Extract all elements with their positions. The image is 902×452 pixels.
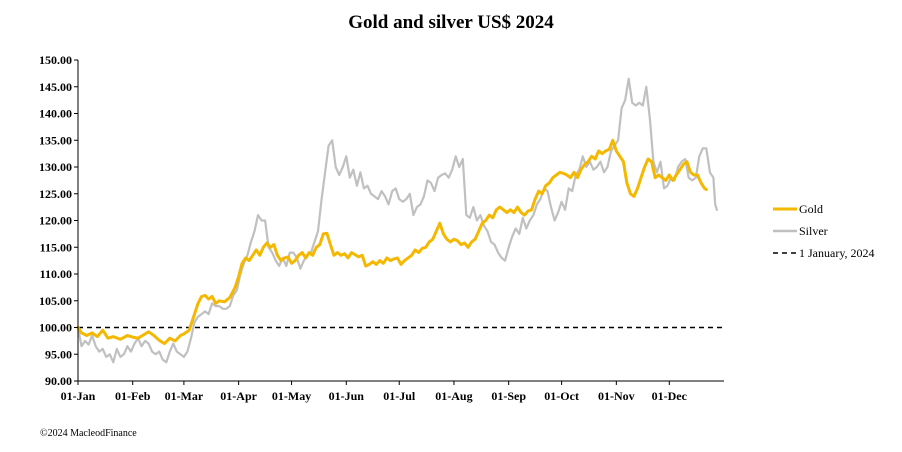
- y-tick-label: 145.00: [39, 80, 72, 94]
- y-tick-label: 90.00: [45, 374, 72, 388]
- y-tick-label: 140.00: [39, 107, 72, 121]
- y-tick-label: 105.00: [39, 294, 72, 308]
- copyright-text: ©2024 MacleodFinance: [40, 428, 137, 439]
- y-tick-label: 120.00: [39, 214, 72, 228]
- y-tick-label: 100.00: [39, 321, 72, 335]
- series-line-gold: [76, 138, 708, 346]
- y-tick-label: 115.00: [40, 240, 72, 254]
- legend-label-1-january-2024: 1 January, 2024: [799, 246, 875, 260]
- y-tick-label: 110.00: [40, 267, 72, 281]
- x-tick-label: 01-Jul: [383, 389, 416, 403]
- series-line-silver: [76, 77, 718, 364]
- y-tick-label: 130.00: [39, 160, 72, 174]
- x-tick-label: 01-Jun: [329, 389, 365, 403]
- axes-layer: 90.00 95.00 100.00 105.00 110.00 115.00 120.00…: [39, 53, 724, 403]
- chart-title: Gold and silver US$ 2024: [348, 12, 554, 33]
- y-tick-label: 125.00: [39, 187, 72, 201]
- legend-label-gold: Gold: [799, 202, 823, 216]
- y-tick-label: 135.00: [39, 133, 72, 147]
- x-tick-label: 01-Mar: [165, 389, 204, 403]
- y-tick-label: 95.00: [45, 347, 72, 361]
- x-tick-label: 01-Oct: [544, 389, 579, 403]
- legend: Gold Silver 1 January, 2024: [773, 202, 875, 260]
- x-tick-label: 01-Jan: [61, 389, 96, 403]
- x-tick-label: 01-Aug: [435, 389, 472, 403]
- legend-label-silver: Silver: [799, 224, 828, 238]
- series-layer: [76, 77, 724, 364]
- x-tick-label: 01-Nov: [598, 389, 635, 403]
- x-tick-label: 01-May: [272, 389, 311, 403]
- y-tick-label: 150.00: [39, 53, 72, 67]
- x-tick-label: 01-Apr: [220, 389, 257, 403]
- x-tick-label: 01-Dec: [652, 389, 688, 403]
- x-tick-label: 01-Sep: [491, 389, 526, 403]
- x-tick-label: 01-Feb: [115, 389, 151, 403]
